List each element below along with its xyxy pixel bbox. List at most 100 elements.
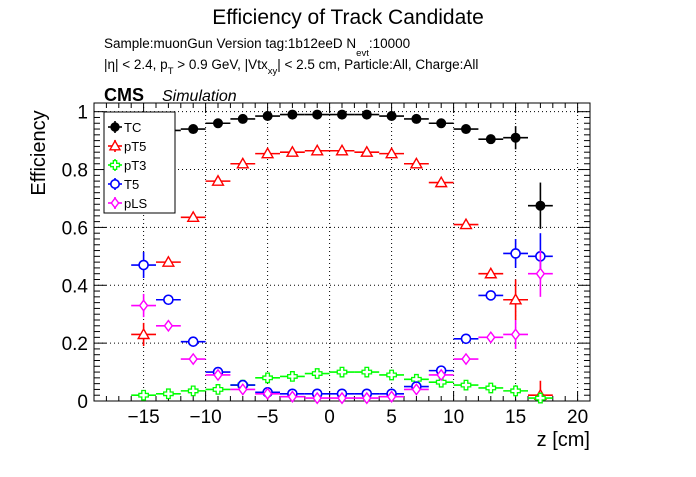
data-point (163, 319, 174, 333)
data-point (535, 267, 546, 281)
data-point (138, 299, 149, 312)
data-point (508, 292, 523, 305)
data-point (337, 109, 347, 120)
simulation-label: Simulation (162, 88, 237, 105)
y-tick-label: 0.8 (62, 161, 88, 182)
data-point (310, 143, 324, 156)
data-point (237, 113, 248, 124)
x-tick-label: 10 (443, 407, 464, 428)
data-point (262, 387, 273, 401)
data-point (187, 385, 199, 397)
x-tick-label: −15 (127, 407, 159, 428)
data-point (409, 156, 424, 169)
data-point (287, 390, 298, 404)
data-point (460, 333, 472, 345)
series-pT5 (131, 143, 553, 401)
legend-marker (110, 122, 120, 132)
data-point (213, 118, 223, 129)
data-point (287, 109, 298, 120)
legend-label: T5 (124, 177, 139, 192)
data-series (131, 109, 553, 405)
data-point (362, 391, 372, 405)
data-point (138, 259, 149, 271)
legend-marker (109, 159, 121, 171)
legend-item-pT3: pT3 (108, 158, 146, 173)
data-point (360, 145, 374, 157)
legend-label: pLS (124, 196, 147, 211)
legend-item-T5: T5 (108, 177, 139, 192)
data-point (436, 118, 447, 129)
legend-label: TC (124, 120, 141, 135)
x-tick-label: −5 (257, 407, 279, 428)
data-point (336, 366, 348, 378)
data-point (510, 385, 521, 397)
legend-items: TC pT5 pT3 T5 pLS (108, 120, 147, 211)
data-point (411, 113, 422, 124)
x-axis-label: z [cm] (537, 429, 590, 451)
y-tick-label: 0.4 (62, 276, 89, 297)
y-tick-label: 0.2 (62, 334, 88, 355)
data-point (260, 146, 275, 159)
data-point (386, 369, 397, 381)
sample-info: Sample:muonGun Version tag:1b12eeD Nevt:… (104, 36, 410, 59)
data-point (285, 145, 300, 157)
data-point (163, 388, 174, 400)
data-point (287, 371, 298, 382)
data-point (384, 146, 399, 159)
data-point (461, 124, 471, 135)
data-point (485, 382, 497, 394)
data-point (461, 352, 471, 366)
legend-marker (110, 197, 120, 209)
data-point (386, 390, 397, 404)
data-point (136, 327, 151, 340)
data-point (311, 368, 323, 379)
data-point (187, 336, 199, 347)
data-point (312, 109, 323, 120)
series-pLS (131, 250, 553, 405)
data-point (434, 175, 448, 188)
data-point (163, 294, 174, 306)
data-point (186, 210, 200, 223)
legend-item-TC: TC (108, 120, 141, 135)
tick-labels: −15 −10 −5 0 5 10 15 20 0 0.2 0.4 0.6 0.8 1 (62, 103, 589, 428)
legend-marker (110, 179, 121, 190)
data-point (211, 174, 225, 186)
y-tick-label: 0 (77, 392, 88, 413)
data-point (485, 290, 497, 301)
data-point (510, 132, 521, 143)
legend: TC pT5 pT3 T5 pLS (103, 111, 176, 214)
chart-title: Efficiency of Track Candidate (212, 6, 484, 29)
data-point (335, 143, 349, 156)
data-point (484, 266, 498, 279)
data-point (262, 372, 273, 384)
data-point (460, 379, 472, 391)
selection-cuts: |η| < 2.4, pT > 0.9 GeV, |Vtxxy| < 2.5 c… (104, 57, 478, 77)
data-point (262, 111, 273, 122)
data-point (213, 368, 223, 382)
data-point (312, 391, 322, 405)
data-point (535, 200, 546, 211)
x-tick-label: 0 (324, 407, 335, 428)
x-tick-label: −10 (189, 407, 221, 428)
x-tick-label: 20 (567, 407, 588, 428)
data-point (138, 389, 149, 401)
data-point (485, 134, 496, 145)
x-tick-label: 5 (386, 407, 397, 428)
data-point (535, 392, 546, 404)
series-pT3 (131, 366, 553, 404)
axes (93, 102, 591, 402)
data-point (386, 111, 397, 122)
data-point (411, 383, 422, 396)
data-point (361, 366, 373, 378)
legend-item-pT5: pT5 (108, 139, 146, 154)
y-axis-label: Efficiency (28, 110, 50, 195)
data-point (486, 331, 496, 344)
data-point (161, 255, 176, 267)
data-point (337, 391, 347, 405)
data-point (435, 376, 447, 388)
series-TC (131, 109, 553, 229)
data-point (212, 384, 224, 395)
legend-label: pT5 (124, 139, 146, 154)
x-tick-label: 15 (505, 407, 526, 428)
